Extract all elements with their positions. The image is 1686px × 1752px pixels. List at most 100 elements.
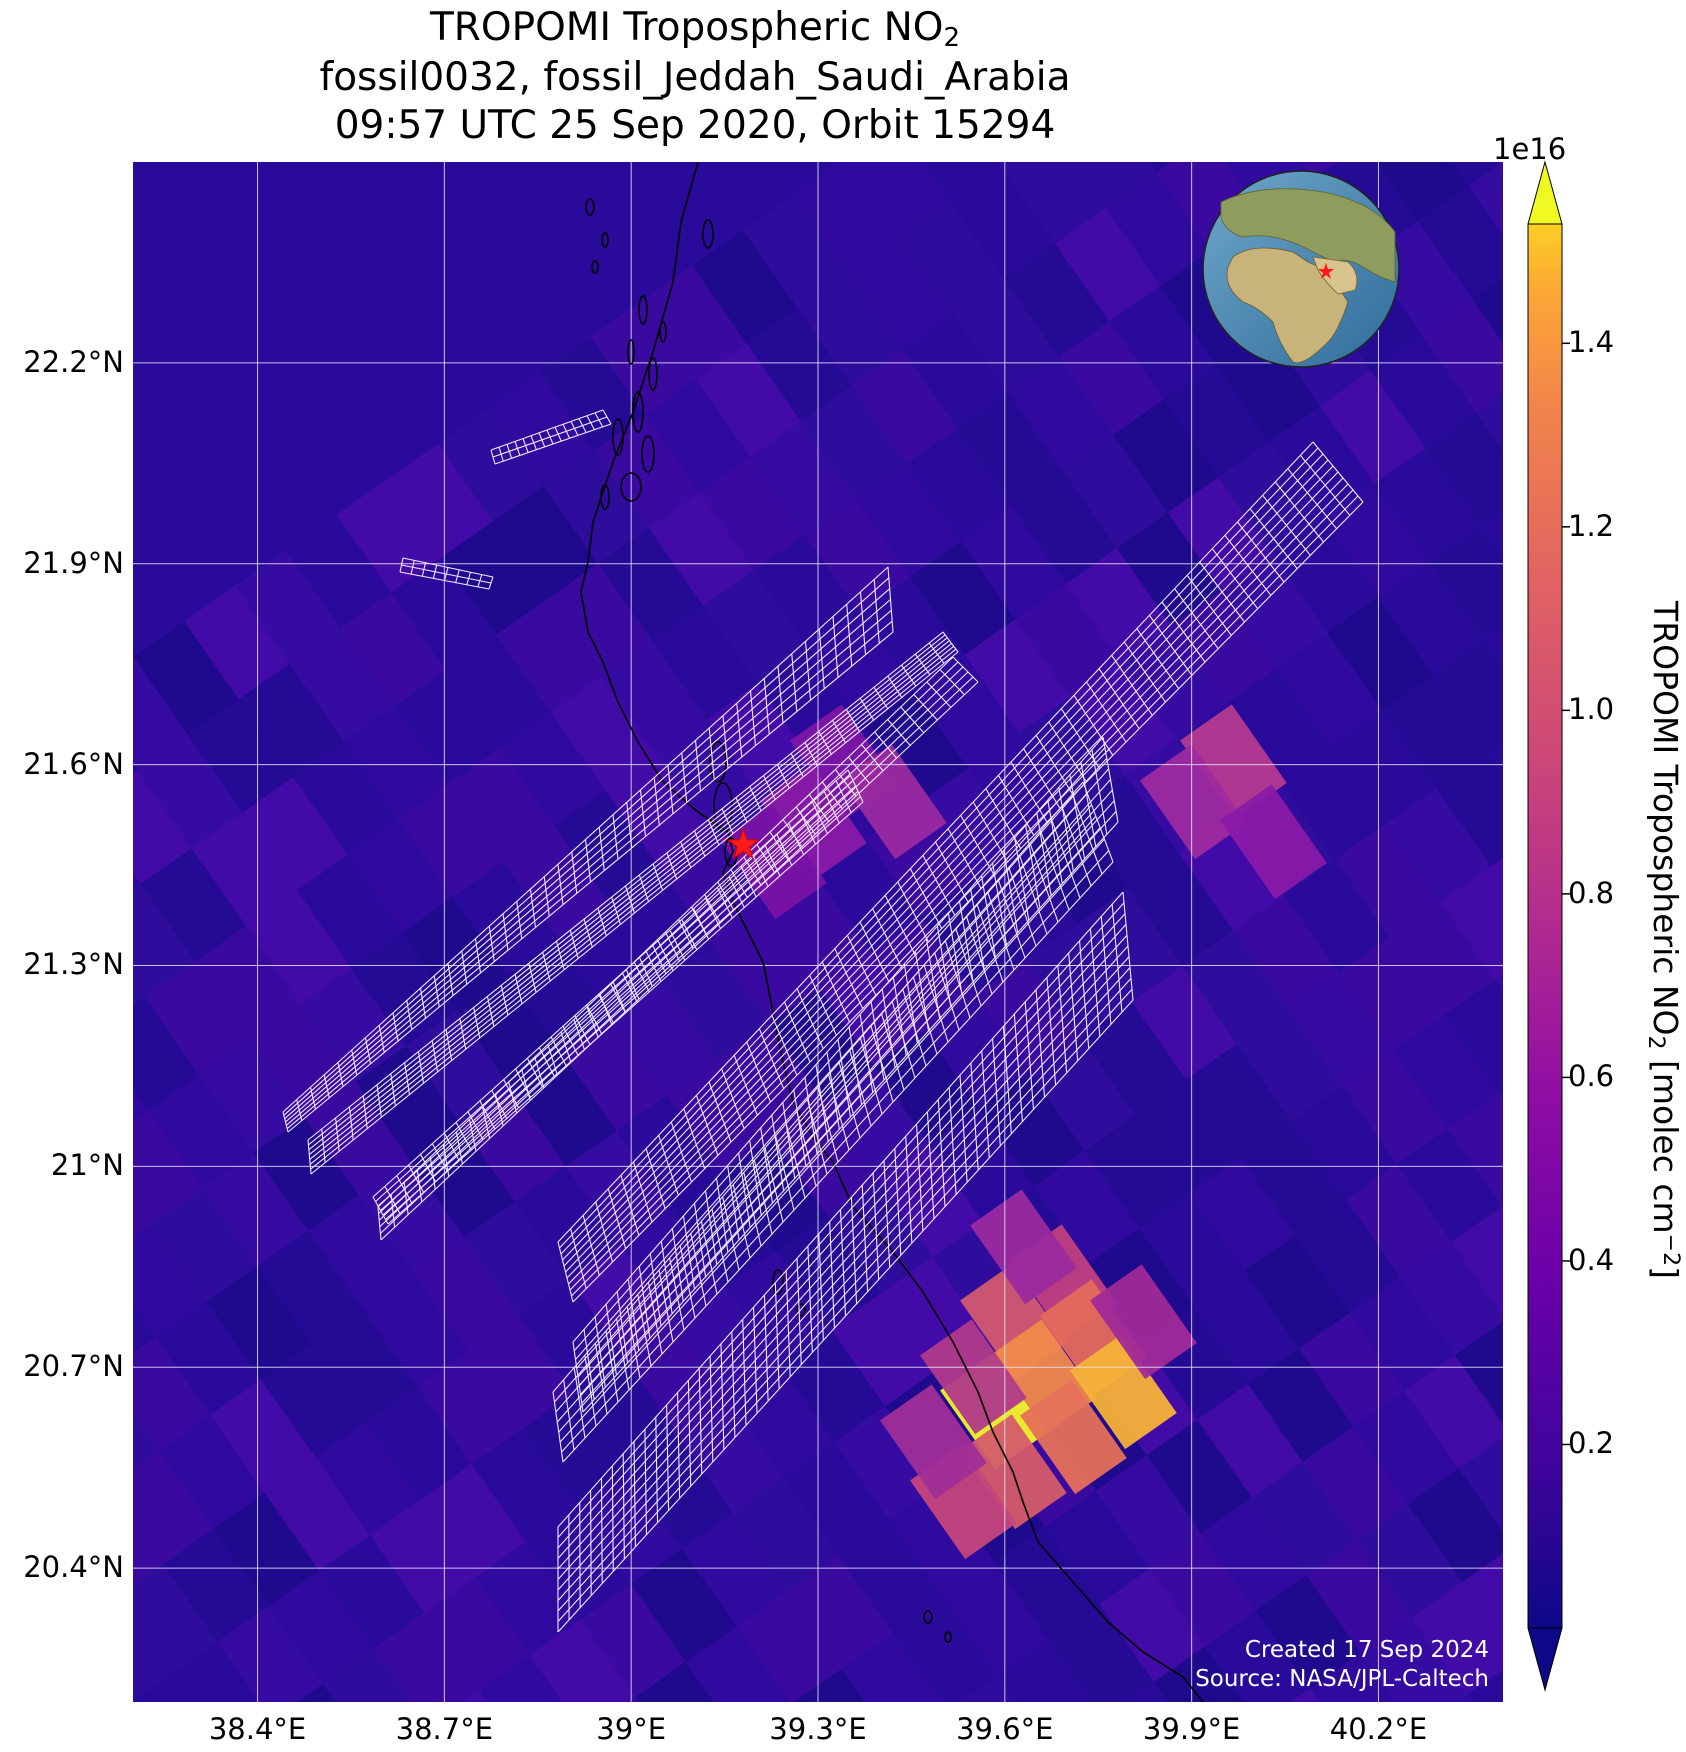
no2-cell xyxy=(1432,638,1503,754)
created-date: Created 17 Sep 2024 xyxy=(1244,1637,1489,1663)
no2-cell xyxy=(1462,1545,1503,1661)
africa-landmass xyxy=(1226,247,1349,364)
no2-cell xyxy=(503,825,611,941)
no2-cell xyxy=(834,1405,942,1521)
no2-cell xyxy=(253,1116,361,1232)
no2-cell xyxy=(1051,162,1158,209)
no2-cell xyxy=(699,456,807,572)
no2-cell xyxy=(793,162,901,274)
no2-cell xyxy=(260,1343,368,1459)
no2-cell xyxy=(634,1661,742,1702)
no2-cell xyxy=(692,229,799,345)
no2-cell xyxy=(953,278,1061,394)
no2-cell xyxy=(1244,1234,1352,1350)
no2-cell xyxy=(1022,809,1130,925)
no2-cell xyxy=(1269,405,1376,521)
no2-cell xyxy=(322,1647,430,1702)
no2-cell xyxy=(347,818,455,934)
no2-cell xyxy=(304,1081,411,1196)
no2-cell xyxy=(1320,369,1427,485)
no2-cell xyxy=(862,689,970,805)
no2-cell xyxy=(975,958,1083,1074)
no2-cell xyxy=(1357,1503,1464,1619)
no2-cell xyxy=(460,1087,568,1203)
no2-cell xyxy=(467,1314,575,1430)
no2-cell xyxy=(1291,1085,1399,1201)
no2-cell xyxy=(1255,1574,1363,1690)
no2-cell xyxy=(133,1336,212,1452)
no2-cell xyxy=(902,314,1010,429)
no2-cell xyxy=(663,945,771,1061)
no2-cell xyxy=(398,783,506,898)
no2-cell xyxy=(1113,398,1220,514)
no2-cell xyxy=(133,1450,216,1565)
colorbar-tick-label: 0.8 xyxy=(1568,875,1615,910)
no2-cell xyxy=(1276,632,1384,747)
no2-cell xyxy=(1105,171,1213,287)
no2-cell xyxy=(475,1541,582,1656)
no2-cell xyxy=(783,1441,891,1557)
latitude-tick-label: 20.4°N xyxy=(23,1550,124,1585)
no2-cell xyxy=(191,811,299,927)
longitude-tick-label: 39°E xyxy=(596,1712,667,1746)
no2-cell xyxy=(1000,162,1108,245)
no2-cell xyxy=(815,838,923,954)
no2-cell xyxy=(133,1372,161,1487)
no2-cell xyxy=(612,981,720,1096)
no2-cell xyxy=(311,1307,419,1423)
no2-cell xyxy=(787,1554,894,1670)
no2-cell xyxy=(500,711,607,827)
no2-cell xyxy=(1109,285,1217,401)
no2-cell xyxy=(804,498,912,614)
no2-cell xyxy=(1204,1610,1312,1702)
no2-cell xyxy=(1077,887,1184,1003)
no2-cell xyxy=(1280,745,1388,861)
colorbar xyxy=(1527,160,1570,1692)
no2-cell xyxy=(543,449,651,565)
source-attribution: Source: NASA/JPL-Caltech xyxy=(1195,1666,1489,1692)
no2-cell xyxy=(1443,978,1503,1094)
no2-cell xyxy=(319,1534,426,1650)
no2-cell xyxy=(1396,1127,1503,1243)
colorbar-tick-label: 1.4 xyxy=(1568,325,1615,360)
no2-cell xyxy=(456,974,564,1090)
latitude-tick-label: 21.9°N xyxy=(23,545,124,580)
no2-cell xyxy=(1429,525,1503,641)
no2-cell xyxy=(949,165,1057,280)
no2-cell xyxy=(801,385,908,501)
no2-cell xyxy=(721,1136,829,1252)
no2-plume-cell xyxy=(920,1319,1027,1435)
no2-cell xyxy=(133,769,193,885)
no2-cell xyxy=(438,407,545,523)
no2-cell xyxy=(133,656,190,772)
footprint-swath xyxy=(557,891,1134,1633)
no2-cell xyxy=(1425,412,1503,527)
no2-cell xyxy=(268,1570,375,1685)
no2-cell xyxy=(1466,1659,1503,1702)
no2-cell xyxy=(133,1598,169,1702)
no2-cell xyxy=(994,1525,1101,1641)
no2-cell xyxy=(424,1576,532,1692)
no2-cell xyxy=(336,478,444,594)
no2-cell xyxy=(1363,162,1471,223)
no2-cell xyxy=(140,847,248,963)
no2-plume-cell xyxy=(1180,704,1287,820)
no2-cell xyxy=(1007,356,1115,472)
no2-cell xyxy=(964,618,1072,734)
no2-cell xyxy=(1062,434,1170,549)
no2-cell xyxy=(1331,709,1438,825)
no2-cell xyxy=(1197,1383,1304,1499)
no2-cell xyxy=(779,1327,887,1443)
no2-cell xyxy=(1323,483,1431,598)
no2-cell xyxy=(369,1498,477,1614)
no2-cell xyxy=(511,1052,618,1167)
no2-cell xyxy=(1349,1276,1457,1392)
no2-cell xyxy=(1236,1007,1344,1123)
no2-cell xyxy=(1080,1001,1188,1116)
no2-cell xyxy=(631,1547,738,1663)
no2-cell xyxy=(746,307,854,423)
no2-cell xyxy=(1476,376,1503,492)
no2-cell xyxy=(151,1187,259,1303)
no2-cell xyxy=(1058,320,1166,436)
globe-inset xyxy=(1202,170,1400,368)
